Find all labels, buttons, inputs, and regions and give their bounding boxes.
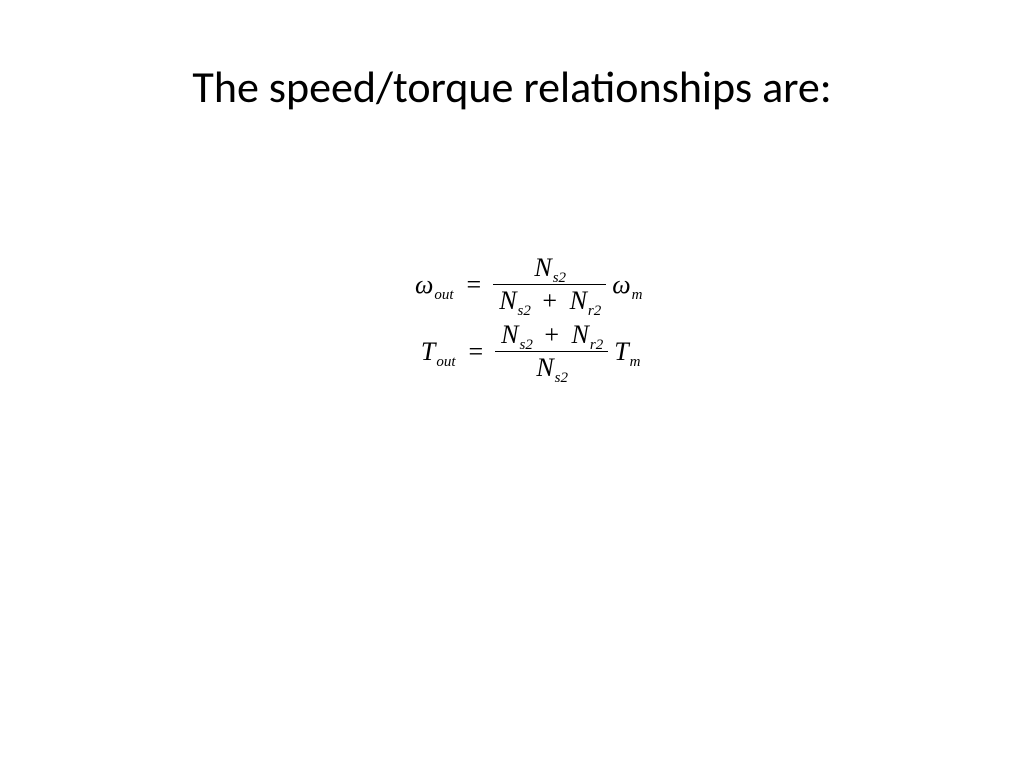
subscript-out: out <box>436 355 455 370</box>
term-ns2: N s2 <box>501 322 532 348</box>
symbol-omega: ω <box>415 272 433 298</box>
subscript-out: out <box>434 288 453 303</box>
equals-sign: = <box>467 272 482 298</box>
term-nr2: N r2 <box>572 322 603 348</box>
denominator-torque: N s2 <box>530 352 573 384</box>
fraction-omega: N s2 N s2 + N r2 <box>493 252 606 317</box>
sub-r2: r2 <box>590 338 603 353</box>
slide: The speed/torque relationships are: ω ou… <box>0 0 1024 768</box>
trailing-T-m: T m <box>614 339 639 365</box>
sym-N: N <box>536 355 553 381</box>
sub-s2: s2 <box>553 271 566 286</box>
symbol-omega: ω <box>612 272 630 298</box>
term-ns2: N s2 <box>534 255 565 281</box>
denominator-omega: N s2 + N r2 <box>493 285 606 317</box>
equation-row-torque: T out = N s2 + N r2 <box>0 319 1024 384</box>
equation-block: ω out = N s2 N s2 + <box>0 250 1024 386</box>
slide-title: The speed/torque relationships are: <box>0 60 1024 114</box>
trailing-omega-m: ω m <box>612 272 641 298</box>
subscript-m: m <box>630 355 641 370</box>
subscript-m: m <box>632 288 643 303</box>
symbol-T: T <box>421 339 435 365</box>
sym-N: N <box>572 322 589 348</box>
numerator-torque: N s2 + N r2 <box>495 319 608 351</box>
term-ns2: N s2 <box>536 355 567 381</box>
plus-sign: + <box>544 320 559 349</box>
lhs-torque: T out <box>384 339 454 365</box>
term-ns2: N s2 <box>499 288 530 314</box>
lhs-omega: ω out <box>383 272 453 298</box>
numerator-omega: N s2 <box>528 252 571 284</box>
sym-N: N <box>534 255 551 281</box>
equation-row-omega: ω out = N s2 N s2 + <box>0 252 1024 317</box>
sub-s2: s2 <box>555 371 568 386</box>
symbol-T: T <box>614 339 628 365</box>
sym-N: N <box>570 288 587 314</box>
fraction-torque: N s2 + N r2 N s2 <box>495 319 608 384</box>
term-nr2: N r2 <box>570 288 601 314</box>
plus-sign: + <box>542 286 557 315</box>
sub-s2: s2 <box>518 304 531 319</box>
sym-N: N <box>501 322 518 348</box>
sym-N: N <box>499 288 516 314</box>
sub-s2: s2 <box>520 338 533 353</box>
equals-sign: = <box>468 339 483 365</box>
sub-r2: r2 <box>588 304 601 319</box>
